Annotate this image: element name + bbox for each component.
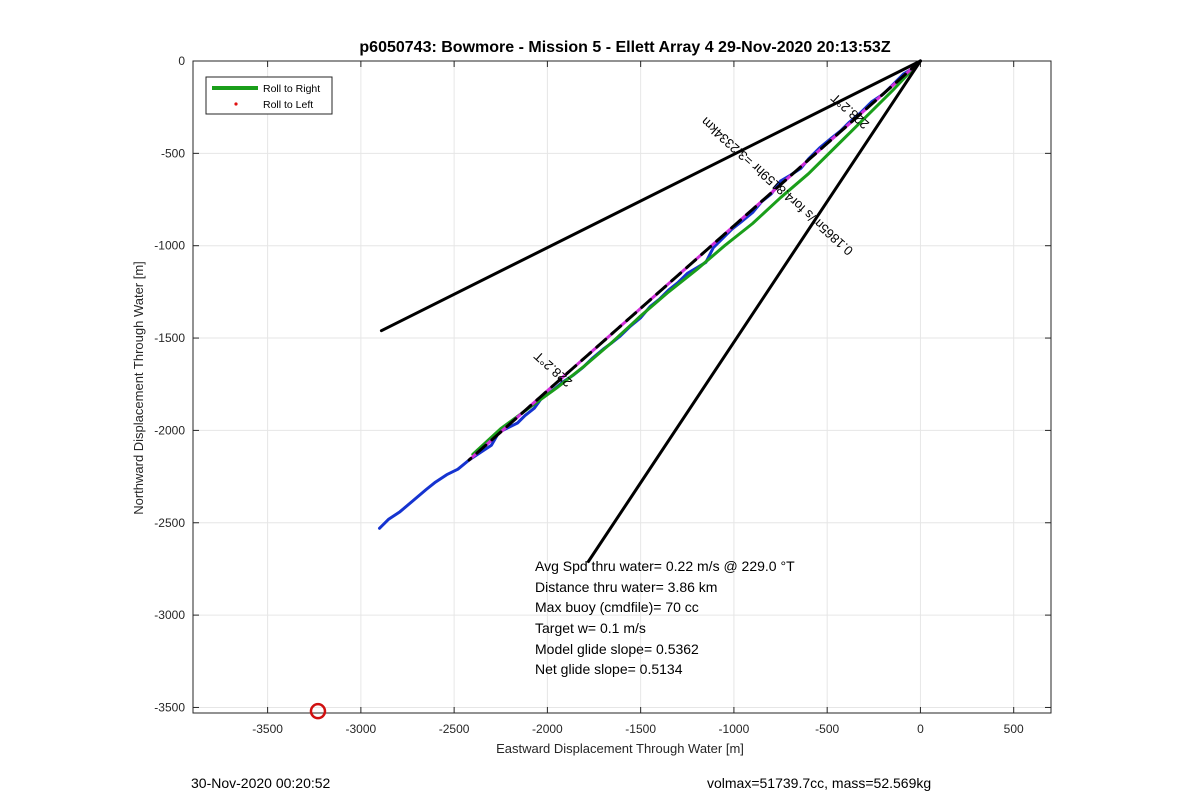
y-tick-label: -2000 bbox=[154, 423, 185, 437]
x-tick-label: -500 bbox=[815, 722, 839, 736]
footer-timestamp: 30-Nov-2020 00:20:52 bbox=[191, 775, 331, 791]
legend-dot-swatch bbox=[234, 102, 238, 106]
stat-line: Max buoy (cmdfile)= 70 cc bbox=[535, 599, 699, 615]
marker-layer bbox=[309, 702, 327, 720]
series-line-2 bbox=[471, 59, 922, 456]
legend-entry-roll-right: Roll to Right bbox=[263, 83, 320, 95]
y-tick-label: -2500 bbox=[154, 516, 185, 530]
legend: Roll to Right Roll to Left bbox=[205, 76, 333, 115]
y-tick-label: -500 bbox=[161, 146, 185, 160]
stat-line: Net glide slope= 0.5134 bbox=[535, 661, 683, 677]
series-line-6 bbox=[586, 59, 922, 563]
x-tick-label: -1500 bbox=[625, 722, 656, 736]
axes-box bbox=[192, 60, 1052, 714]
x-tick-label: 500 bbox=[1004, 722, 1024, 736]
y-tick-label: -1500 bbox=[154, 331, 185, 345]
y-axis-label: Northward Displacement Through Water [m] bbox=[131, 261, 146, 515]
y-tick-label: -3000 bbox=[154, 608, 185, 622]
stat-line: Model glide slope= 0.5362 bbox=[535, 641, 699, 657]
series-layer bbox=[378, 59, 922, 563]
x-tick-label: 0 bbox=[917, 722, 924, 736]
legend-entry-roll-left: Roll to Left bbox=[263, 99, 313, 111]
stat-line: Distance thru water= 3.86 km bbox=[535, 579, 717, 595]
stat-line: Target w= 0.1 m/s bbox=[535, 620, 646, 636]
y-tick-label: -3500 bbox=[154, 700, 185, 714]
y-tick-label: 0 bbox=[178, 54, 185, 68]
series-line-5 bbox=[379, 59, 922, 333]
legend-box bbox=[205, 76, 333, 115]
x-axis-label: Eastward Displacement Through Water [m] bbox=[496, 741, 744, 756]
axis-ticks: -3500 -3000 -2500 -2000 -1500 -1000 -500 0 500 0 -… bbox=[154, 54, 1051, 736]
x-tick-label: -3500 bbox=[252, 722, 283, 736]
x-tick-label: -2500 bbox=[439, 722, 470, 736]
x-tick-label: -2000 bbox=[532, 722, 563, 736]
grid-lines bbox=[193, 60, 1051, 713]
stats-block: Avg Spd thru water= 0.22 m/s @ 229.0 °T … bbox=[535, 558, 795, 677]
circle-marker bbox=[309, 702, 327, 720]
stat-line: Avg Spd thru water= 0.22 m/s @ 229.0 °T bbox=[535, 558, 795, 574]
x-tick-label: -3000 bbox=[346, 722, 377, 736]
footer-mass-info: volmax=51739.7cc, mass=52.569kg bbox=[707, 775, 932, 791]
y-tick-label: -1000 bbox=[154, 239, 185, 253]
x-tick-label: -1000 bbox=[719, 722, 750, 736]
chart-title: p6050743: Bowmore - Mission 5 - Ellett A… bbox=[359, 39, 890, 56]
series-line-4 bbox=[467, 59, 922, 462]
